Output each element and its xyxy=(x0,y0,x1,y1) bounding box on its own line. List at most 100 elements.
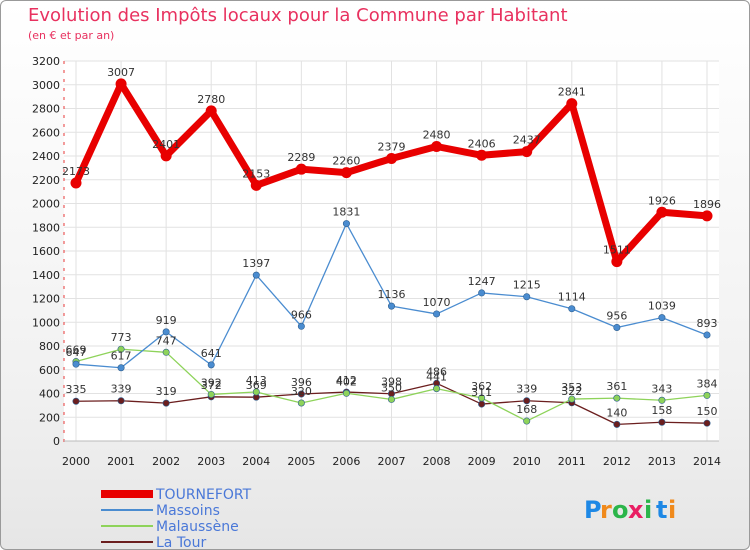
data-point xyxy=(476,149,488,161)
x-tick-label: 2001 xyxy=(107,455,135,468)
data-point xyxy=(613,420,621,428)
data-label: 335 xyxy=(66,383,87,396)
logo-letter: i xyxy=(668,496,676,524)
data-point xyxy=(703,419,711,427)
logo-letter: r xyxy=(600,496,612,524)
data-label: 441 xyxy=(426,371,447,384)
data-label: 2173 xyxy=(62,165,90,178)
legend-label: Malaussène xyxy=(156,519,239,535)
data-label: 1247 xyxy=(468,275,496,288)
legend-label: TOURNEFORT xyxy=(155,487,252,503)
data-label: 402 xyxy=(336,375,357,388)
data-point xyxy=(72,397,80,405)
data-point xyxy=(252,388,260,396)
data-point xyxy=(386,152,397,164)
data-point xyxy=(703,391,711,399)
data-label: 2437 xyxy=(513,134,541,147)
logo-letter: i xyxy=(644,496,652,524)
chart-title: Evolution des Impôts locaux pour la Comm… xyxy=(28,5,568,26)
data-label: 2480 xyxy=(423,129,451,142)
data-label: 319 xyxy=(156,385,177,398)
data-label: 372 xyxy=(201,379,222,392)
logo-letter: o xyxy=(612,496,629,524)
proxiti-logo: Pr o x i t i xyxy=(584,496,676,524)
data-point xyxy=(387,302,395,310)
x-tick-label: 2000 xyxy=(62,455,90,468)
data-label: 320 xyxy=(291,385,312,398)
y-tick-label: 1800 xyxy=(32,221,60,234)
data-label: 1511 xyxy=(603,244,631,257)
logo-letter: t xyxy=(656,496,667,524)
legend-label: La Tour xyxy=(156,535,206,550)
y-tick-label: 2800 xyxy=(32,103,60,116)
x-tick-label: 2012 xyxy=(603,455,631,468)
data-point xyxy=(115,78,127,90)
x-tick-label: 2003 xyxy=(197,455,225,468)
y-tick-label: 1200 xyxy=(32,293,60,306)
data-label: 1136 xyxy=(378,288,406,301)
data-label: 617 xyxy=(111,350,132,363)
data-label: 158 xyxy=(651,404,672,417)
x-tick-label: 2009 xyxy=(468,455,496,468)
y-tick-label: 2400 xyxy=(32,150,60,163)
data-label: 2260 xyxy=(332,155,360,168)
data-label: 1831 xyxy=(332,206,360,219)
data-point xyxy=(252,271,260,279)
data-point xyxy=(70,177,82,189)
data-point xyxy=(703,331,711,339)
logo-letter: P xyxy=(584,496,602,524)
y-tick-label: 0 xyxy=(53,435,60,448)
data-label: 1397 xyxy=(242,257,270,270)
data-point xyxy=(611,256,623,268)
data-point xyxy=(297,322,305,330)
data-label: 1215 xyxy=(513,279,541,292)
data-point xyxy=(658,396,666,404)
data-point xyxy=(521,146,533,158)
data-point xyxy=(342,220,350,228)
y-tick-label: 800 xyxy=(39,340,60,353)
y-tick-label: 3000 xyxy=(32,79,60,92)
data-point xyxy=(566,98,578,110)
data-label: 311 xyxy=(471,386,492,399)
data-point xyxy=(162,328,170,336)
data-point xyxy=(297,390,305,398)
data-point xyxy=(295,163,307,175)
data-label: 2406 xyxy=(468,137,496,150)
data-label: 362 xyxy=(471,380,492,393)
chart-subtitle: (en € et par an) xyxy=(28,29,115,42)
data-point xyxy=(387,395,395,403)
data-point xyxy=(568,395,576,403)
data-point xyxy=(613,394,621,402)
data-label: 2379 xyxy=(378,140,406,153)
data-label: 641 xyxy=(201,347,222,360)
data-point xyxy=(478,289,486,297)
data-label: 343 xyxy=(651,382,672,395)
data-point xyxy=(117,345,125,353)
data-label: 353 xyxy=(561,381,582,394)
data-label: 2841 xyxy=(558,86,586,99)
data-label: 384 xyxy=(697,377,718,390)
data-point xyxy=(433,310,441,318)
data-point xyxy=(658,314,666,322)
data-point xyxy=(297,399,305,407)
data-label: 140 xyxy=(606,406,627,419)
x-tick-label: 2007 xyxy=(378,455,406,468)
data-point xyxy=(342,389,350,397)
data-label: 1926 xyxy=(648,194,676,207)
x-tick-label: 2008 xyxy=(423,455,451,468)
y-tick-label: 1000 xyxy=(32,316,60,329)
y-tick-label: 400 xyxy=(39,388,60,401)
data-point xyxy=(207,390,215,398)
x-tick-label: 2011 xyxy=(558,455,586,468)
data-label: 392 xyxy=(201,376,222,389)
data-label: 396 xyxy=(291,376,312,389)
data-point xyxy=(250,179,262,191)
data-point xyxy=(701,210,713,222)
data-point xyxy=(162,348,170,356)
data-point xyxy=(72,360,80,368)
data-label: 322 xyxy=(561,385,582,398)
data-label: 966 xyxy=(291,308,312,321)
x-tick-label: 2005 xyxy=(287,455,315,468)
x-tick-label: 2004 xyxy=(242,455,270,468)
